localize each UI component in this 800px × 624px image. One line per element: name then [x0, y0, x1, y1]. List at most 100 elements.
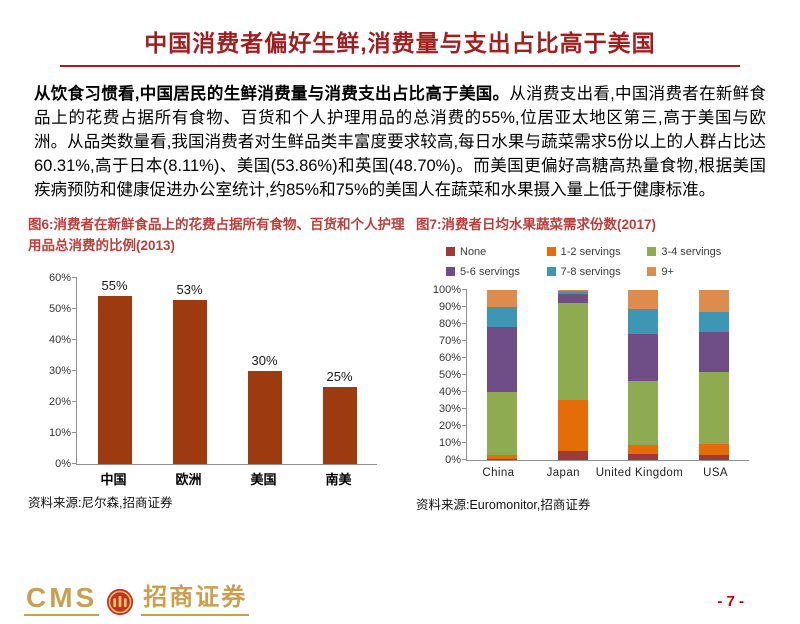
- y-axis-tick-label: 0%: [445, 453, 461, 466]
- legend-item: 5-6 servings: [446, 266, 547, 278]
- stack-segment: [557, 303, 588, 401]
- x-axis-category-label: 美国: [250, 472, 277, 488]
- y-axis-tick: [462, 407, 467, 409]
- legend-swatch-icon: [446, 247, 455, 257]
- bar: [97, 296, 132, 465]
- stacked-bar: [679, 289, 750, 460]
- x-axis-category-label: United Kingdom: [595, 466, 684, 479]
- y-axis-tick: [462, 390, 467, 392]
- stacked-bar: [538, 289, 609, 460]
- figure6-title: 图6:消费者在新鲜食品上的花费占据所有食物、百货和个人护理用品总消费的比例(20…: [28, 216, 405, 253]
- y-axis-tick-label: 50%: [48, 303, 71, 316]
- stack-segment: [557, 400, 588, 452]
- x-axis-category-label: USA: [703, 466, 729, 479]
- figure6-bar-chart: 0% 10% 20% 30% 40% 50% 60% 55% 53% 30% 25% 中国 欧洲 美国 南…: [28, 264, 416, 487]
- stack-segment: [557, 293, 588, 304]
- stack-segment: [487, 458, 518, 460]
- y-axis-tick-label: 30%: [438, 402, 461, 415]
- legend-label: 3-4 servings: [661, 245, 722, 258]
- stack-segment: [628, 381, 659, 446]
- y-axis-tick-label: 10%: [48, 427, 71, 440]
- cms-brand-text: 招商证券: [141, 586, 250, 616]
- y-axis-tick-label: 60%: [438, 351, 461, 364]
- bar-value-label: 55%: [101, 278, 128, 294]
- legend-item: 3-4 servings: [647, 246, 748, 258]
- stack-segment: [698, 332, 729, 372]
- legend-label: 5-6 servings: [460, 265, 520, 278]
- stack-segment: [487, 306, 518, 327]
- figure7-title: 图7:消费者日均水果蔬菜需求份数(2017): [416, 216, 657, 232]
- legend-swatch-icon: [647, 267, 657, 277]
- x-axis-category-label: 南美: [325, 472, 352, 488]
- y-axis-tick: [462, 458, 467, 460]
- y-axis-tick-label: 20%: [48, 396, 71, 409]
- legend-item: None: [446, 246, 547, 258]
- y-axis-tick-label: 70%: [438, 334, 461, 347]
- x-axis-category-label: 欧洲: [175, 472, 202, 488]
- stack-segment: [698, 311, 729, 333]
- y-axis-tick-label: 60%: [48, 272, 71, 285]
- stack-segment: [487, 289, 518, 307]
- y-axis-tick: [72, 308, 77, 310]
- stack-segment: [557, 289, 588, 292]
- paragraph-body-text: 从消费支出看,中国消费者在新鲜食品上的花费占据所有食物、百货和个人护理用品的总消…: [34, 85, 766, 199]
- stack-segment: [698, 371, 729, 445]
- stacked-bar: [608, 289, 679, 460]
- figure7-source: 资料来源:Euromonitor,招商证券: [416, 497, 591, 512]
- figure6-section: 图6:消费者在新鲜食品上的花费占据所有食物、百货和个人护理用品总消费的比例(20…: [28, 215, 416, 513]
- page-header: 中国消费者偏好生鲜,消费量与支出占比高于美国: [60, 24, 740, 67]
- stack-segment: [698, 455, 729, 460]
- stack-segment: [698, 444, 729, 456]
- y-axis-tick-label: 30%: [48, 365, 71, 378]
- y-axis-tick-label: 90%: [438, 300, 461, 313]
- y-axis-tick-label: 50%: [438, 368, 461, 381]
- figure7-stacked-bar-chart: 0% 10% 20% 30% 40% 50% 60% 70% 80% 90% 100% China J…: [416, 280, 772, 482]
- x-axis-category-label: China: [482, 466, 515, 479]
- bar: [247, 371, 282, 465]
- stack-segment: [487, 326, 518, 393]
- y-axis-tick: [72, 463, 77, 465]
- stack-segment: [557, 451, 588, 460]
- body-paragraph: 从饮食习惯看,中国居民的生鲜消费量与消费支出占比高于美国。从消费支出看,中国消费…: [34, 83, 766, 203]
- y-axis-tick: [462, 322, 467, 324]
- figure6-x-axis-labels: 中国 欧洲 美国 南美: [76, 469, 376, 488]
- page-number: - 7 -: [717, 593, 744, 610]
- stack-segment: [698, 289, 729, 312]
- y-axis-tick-label: 80%: [438, 317, 461, 330]
- bar-group: 55%: [77, 278, 152, 465]
- y-axis-tick: [462, 288, 467, 290]
- legend-label: 1-2 servings: [560, 245, 621, 258]
- y-axis-tick-label: 40%: [48, 334, 71, 347]
- cms-badge-icon: [106, 588, 134, 616]
- y-axis-tick: [72, 401, 77, 403]
- y-axis-tick: [72, 370, 77, 372]
- bar: [322, 386, 357, 465]
- y-axis-tick-label: 0%: [55, 458, 71, 471]
- page-title: 中国消费者偏好生鲜,消费量与支出占比高于美国: [144, 30, 656, 56]
- stack-segment: [628, 445, 659, 455]
- stack-segment: [487, 392, 518, 456]
- y-axis-tick: [462, 441, 467, 443]
- charts-row: 图6:消费者在新鲜食品上的花费占据所有食物、百货和个人护理用品总消费的比例(20…: [28, 215, 772, 513]
- bar-group: 25%: [302, 278, 377, 465]
- figure7-x-axis-labels: China Japan United Kingdom USA: [466, 467, 748, 479]
- legend-label: 7-8 servings: [560, 265, 621, 278]
- legend-item: 9+: [647, 266, 748, 278]
- bar-value-label: 30%: [251, 353, 278, 369]
- legend-swatch-icon: [446, 267, 455, 277]
- y-axis-tick-label: 10%: [438, 436, 461, 449]
- legend-label: None: [460, 245, 487, 258]
- bars-container: [467, 289, 750, 460]
- legend-label: 9+: [661, 265, 674, 278]
- bar: [172, 300, 207, 465]
- legend-item: 7-8 servings: [546, 265, 648, 278]
- y-axis-tick-label: 100%: [432, 283, 461, 296]
- legend-swatch-icon: [647, 247, 657, 257]
- y-axis-tick: [462, 373, 467, 375]
- y-axis-tick-label: 20%: [438, 419, 461, 432]
- y-axis-tick: [462, 356, 467, 358]
- y-axis-tick-label: 40%: [438, 385, 461, 398]
- stack-segment: [628, 333, 659, 382]
- figure6-plot-area: 0% 10% 20% 30% 40% 50% 60% 55% 53% 30% 25%: [49, 272, 377, 470]
- y-axis-tick: [462, 305, 467, 307]
